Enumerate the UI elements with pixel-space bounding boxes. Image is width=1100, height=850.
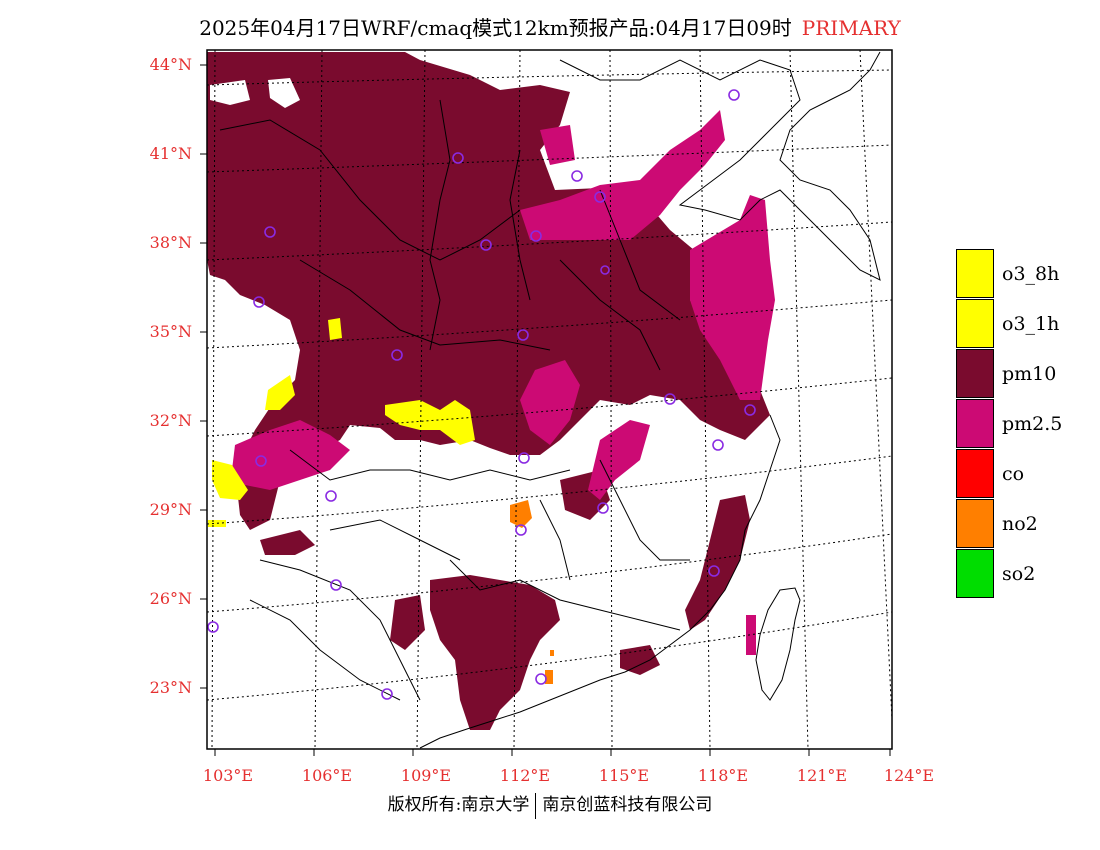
legend-swatch xyxy=(956,349,994,398)
province-lines-south xyxy=(249,449,690,701)
station-marker xyxy=(330,579,342,591)
lon-label: 112°E xyxy=(499,766,551,785)
graticule xyxy=(207,50,892,749)
pm10-patch-sw xyxy=(260,530,315,555)
legend-label: co xyxy=(1002,463,1025,485)
legend-swatch xyxy=(956,549,994,598)
pm10-patch-guangdong xyxy=(620,645,660,675)
station-marker xyxy=(253,296,265,308)
pm25-region-central xyxy=(520,360,580,445)
clear-area-n xyxy=(268,78,300,108)
clear-area-nw xyxy=(210,80,250,105)
station-marker xyxy=(452,152,464,164)
station-marker xyxy=(518,452,530,464)
station-marker xyxy=(708,565,720,577)
no2-patch-hunan xyxy=(510,500,532,528)
station-marker xyxy=(600,265,610,275)
pm10-region-southwest xyxy=(390,595,425,650)
o3-region-central xyxy=(385,400,475,445)
station-marker xyxy=(535,673,547,685)
pm25-region-bohai xyxy=(520,110,725,240)
lon-label: 118°E xyxy=(697,766,749,785)
pm25-patch-ne xyxy=(540,125,575,165)
pm25-region-jiangxi xyxy=(588,420,650,500)
lat-label: 41°N xyxy=(149,144,192,163)
lat-label: 32°N xyxy=(149,411,192,430)
lat-label: 26°N xyxy=(149,589,192,608)
lon-label: 115°E xyxy=(598,766,650,785)
lat-label: 23°N xyxy=(149,678,192,697)
lat-label: 29°N xyxy=(149,500,192,519)
station-marker xyxy=(325,490,337,502)
lon-label: 109°E xyxy=(400,766,452,785)
station-marker xyxy=(381,688,393,700)
station-markers xyxy=(207,89,756,700)
lon-label: 103°E xyxy=(202,766,254,785)
copyright-footer: 版权所有:南京大学 南京创蓝科技有限公司 xyxy=(0,790,1100,819)
station-marker xyxy=(597,502,609,514)
title-text: 2025年04月17日WRF/cmaq模式12km预报产品:04月17日09时 xyxy=(199,16,792,40)
lat-label: 35°N xyxy=(149,322,192,341)
legend-label: o3_1h xyxy=(1002,313,1060,335)
no2-patch-guangzhou xyxy=(545,670,553,684)
boundaries xyxy=(219,51,881,749)
station-marker xyxy=(728,89,740,101)
legend-swatch xyxy=(956,449,994,498)
axis-ticks xyxy=(200,64,891,756)
footer-separator xyxy=(535,792,537,819)
copyright-left: 版权所有:南京大学 xyxy=(387,795,530,815)
legend-swatch xyxy=(956,399,994,448)
pm10-region-south xyxy=(430,575,560,730)
lat-label: 44°N xyxy=(149,55,192,74)
legend-label: no2 xyxy=(1002,513,1038,535)
pm25-patch-taiwan-strait xyxy=(746,615,756,655)
lon-label: 121°E xyxy=(796,766,848,785)
legend-swatch xyxy=(956,249,994,298)
legend-label: pm2.5 xyxy=(1002,413,1063,435)
station-marker xyxy=(480,239,492,251)
pm25-region-east xyxy=(690,195,775,400)
coastline-south xyxy=(419,414,781,749)
lat-label: 38°N xyxy=(149,233,192,252)
station-marker xyxy=(571,170,583,182)
taiwan-outline xyxy=(755,587,801,701)
station-marker xyxy=(207,621,219,633)
station-marker xyxy=(530,230,542,242)
station-marker xyxy=(517,329,529,341)
station-marker xyxy=(391,349,403,361)
station-marker xyxy=(264,226,276,238)
station-marker xyxy=(594,191,606,203)
primary-tag: PRIMARY xyxy=(801,16,901,40)
o3-region-west xyxy=(212,460,248,500)
map-frame xyxy=(206,49,893,750)
o3-patch-west2 xyxy=(265,375,295,410)
lon-label: 106°E xyxy=(301,766,353,785)
province-lines-north xyxy=(219,99,681,371)
legend-label: o3_8h xyxy=(1002,263,1060,285)
coastline xyxy=(559,51,881,281)
pm10-region-north xyxy=(207,52,770,530)
station-marker xyxy=(664,393,676,405)
station-marker xyxy=(515,524,527,536)
legend-label: so2 xyxy=(1002,563,1036,585)
legend-swatch xyxy=(956,299,994,348)
copyright-right: 南京创蓝科技有限公司 xyxy=(542,795,713,815)
o3-patch-west3 xyxy=(328,318,342,340)
lon-label: 124°E xyxy=(883,766,935,785)
station-marker xyxy=(255,455,267,467)
no2-patch-jiangxi xyxy=(550,650,554,656)
legend-swatch xyxy=(956,499,994,548)
map-title: 2025年04月17日WRF/cmaq模式12km预报产品:04月17日09时 P… xyxy=(0,12,1100,41)
legend-label: pm10 xyxy=(1002,363,1057,385)
station-marker xyxy=(744,404,756,416)
pm10-region-fujian xyxy=(685,495,750,630)
station-marker xyxy=(712,439,724,451)
